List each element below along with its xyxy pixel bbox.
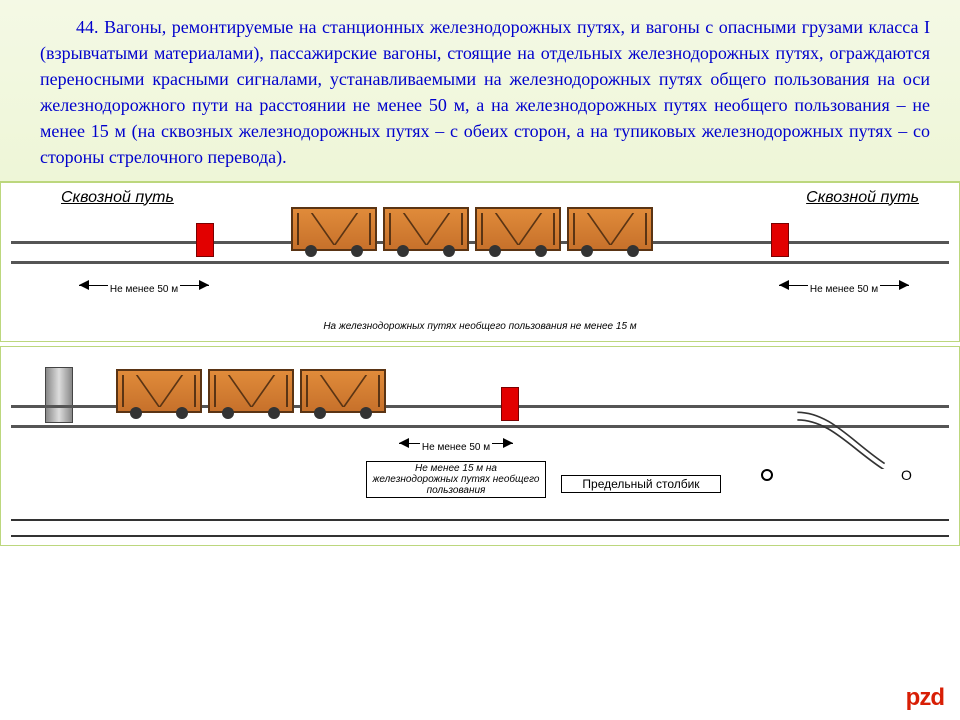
track-switch [761, 409, 921, 469]
rail-lower [11, 261, 949, 264]
wagon-4 [567, 207, 653, 251]
limit-post-label: Предельный столбик [561, 475, 721, 493]
rail3-lower [11, 535, 949, 537]
wagon-b2 [208, 369, 294, 413]
track-label-left: Сквозной путь [61, 189, 174, 207]
o-mark: О [901, 467, 912, 483]
dimension-b: Не менее 50 м [399, 443, 513, 457]
footnote-15m: На железнодорожных путях необщего пользо… [1, 321, 959, 332]
rzd-logo: pzd [906, 684, 944, 712]
diagram-through-track: Сквозной путь Сквозной путь Не менее 50 … [0, 182, 960, 342]
wagon-3 [475, 207, 561, 251]
dimension-b-label: Не менее 50 м [420, 442, 492, 453]
red-signal-deadend [501, 387, 519, 421]
paragraph-number: 44. [76, 17, 99, 37]
limit-post-marker [761, 469, 773, 481]
dimension-left: Не менее 50 м [79, 285, 209, 299]
buffer-stop [45, 367, 73, 423]
wagon-b3 [300, 369, 386, 413]
wagon-b1 [116, 369, 202, 413]
paragraph-body: Вагоны, ремонтируемые на станционных жел… [40, 17, 930, 167]
note-15m-box: Не менее 15 м на железнодорожных путях н… [366, 461, 546, 498]
diagram-deadend-track: Не менее 50 м Не менее 15 м на железнодо… [0, 346, 960, 546]
dimension-right-label: Не менее 50 м [808, 284, 880, 295]
wagon-1 [291, 207, 377, 251]
track-label-right: Сквозной путь [806, 189, 919, 207]
red-signal-left [196, 223, 214, 257]
wagon-2 [383, 207, 469, 251]
dimension-right: Не менее 50 м [779, 285, 909, 299]
red-signal-right [771, 223, 789, 257]
dimension-left-label: Не менее 50 м [108, 284, 180, 295]
regulation-paragraph: 44. Вагоны, ремонтируемые на станционных… [0, 0, 960, 182]
rail3-upper [11, 519, 949, 521]
